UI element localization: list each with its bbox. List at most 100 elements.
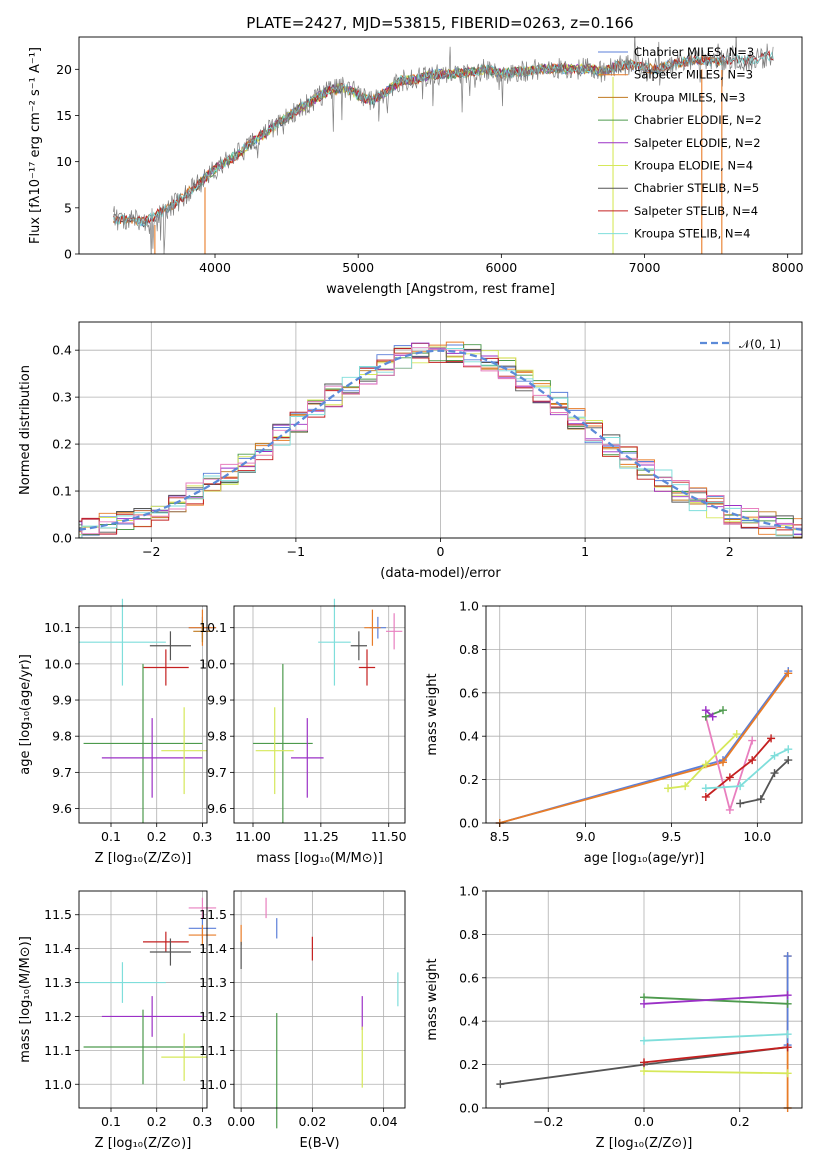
weight-marker <box>725 805 734 814</box>
x-tick-label: 8.5 <box>490 829 510 844</box>
axes-frame <box>233 890 406 1109</box>
errorbar-point <box>350 631 367 661</box>
errorbar-point <box>143 649 189 686</box>
legend-entry: Kroupa STELIB, N=4 <box>634 227 751 241</box>
errorbar-point <box>149 938 191 966</box>
y-tick-label: 0.2 <box>459 1057 479 1072</box>
weight-marker <box>770 769 779 778</box>
y-tick-label: 11.3 <box>199 975 227 990</box>
y-tick-label: 0.2 <box>459 772 479 787</box>
errorbar-point <box>101 996 203 1037</box>
grid-lines <box>234 606 405 823</box>
y-tick-label: 0.0 <box>52 531 72 546</box>
weight-marker <box>640 1036 648 1045</box>
legend-entry: Chabrier STELIB, N=5 <box>634 181 759 195</box>
x-tick-label: 2 <box>726 544 734 559</box>
y-tick-label: 11.0 <box>44 1077 72 1092</box>
residual-histogram-panel: −2 −1 0 1 2 0.0 0.1 0.2 0.3 0.4 (data-model)/error… <box>18 321 803 581</box>
weight-line-1 <box>499 670 790 824</box>
y-tick-label: 5 <box>64 200 72 215</box>
x-tick-label: 11.00 <box>235 829 271 844</box>
plot-area <box>79 897 217 1085</box>
x-tick-label: 0.3 <box>192 829 212 844</box>
weight-marker <box>784 745 793 754</box>
x-tick-label: 0.04 <box>370 1114 398 1129</box>
x-tick-label: 11.25 <box>303 829 339 844</box>
residual-histogram-2 <box>79 341 802 538</box>
y-tick-label: 0.6 <box>459 970 479 985</box>
legend-entry: Kroupa MILES, N=3 <box>634 90 746 104</box>
residual-histogram-10 <box>79 347 802 535</box>
x-tick-label: 0.2 <box>147 829 167 844</box>
y-tick-label: 10.1 <box>199 620 227 635</box>
axes-frame <box>78 36 803 255</box>
observed-spectrum <box>113 37 774 254</box>
normal-reference-curve <box>79 349 802 531</box>
x-tick-label: 0.02 <box>298 1114 326 1129</box>
weight-marker <box>725 773 734 782</box>
weight-marker <box>783 1069 792 1078</box>
weight-line-6 <box>667 733 738 790</box>
x-tick-label: 0.1 <box>101 829 121 844</box>
mass-weight-vs-age-panel: 8.5 9.0 9.5 10.0 0.0 0.2 0.4 0.6 0.8 1.0 age [log₁… <box>425 599 803 866</box>
axis-ticks: 4000 5000 6000 7000 8000 0 5 10 15 20 <box>56 62 804 275</box>
weight-line-4 <box>643 994 788 1005</box>
y-tick-label: 9.9 <box>52 693 72 708</box>
legend-entry: Salpeter STELIB, N=4 <box>634 204 758 218</box>
grid-lines <box>79 322 802 539</box>
grid-lines <box>234 891 405 1108</box>
weight-marker <box>640 1058 648 1067</box>
weight-line-5 <box>643 1033 788 1042</box>
legend: 𝒩(0, 1) <box>700 337 781 351</box>
x-tick-label: −1 <box>287 544 305 559</box>
y-tick-label: 11.0 <box>199 1077 227 1092</box>
weight-marker <box>784 669 793 678</box>
spectrum-panel: 4000 5000 6000 7000 8000 0 5 10 15 20 wavelength [… <box>28 36 804 297</box>
axis-ticks: 8.5 9.0 9.5 10.0 0.0 0.2 0.4 0.6 0.8 1.0 <box>459 599 771 845</box>
weight-marker <box>736 782 745 791</box>
x-axis-label: mass [log₁₀(M/M⊙)] <box>256 851 383 866</box>
y-tick-label: 9.7 <box>52 765 72 780</box>
weight-marker <box>736 799 745 808</box>
x-axis-label: Z [log₁₀(Z/Z⊙)] <box>95 1136 192 1151</box>
errorbar-point <box>188 924 217 946</box>
y-tick-label: 9.6 <box>207 801 227 816</box>
errorbar-point <box>83 1009 203 1085</box>
errorbar-point <box>83 663 203 823</box>
weight-line-4 <box>705 709 724 718</box>
axes-frame <box>233 605 406 824</box>
figure-title: PLATE=2427, MJD=53815, FIBERID=0263, z=0… <box>246 14 633 32</box>
y-tick-label: 20 <box>56 62 72 77</box>
weight-marker <box>784 756 793 765</box>
legend: Chabrier MILES, N=3 Salpeter MILES, N=3 Kr… <box>598 45 762 241</box>
errorbar-point <box>386 613 403 650</box>
y-tick-label: 0.4 <box>459 729 479 744</box>
y-tick-label: 15 <box>56 108 72 123</box>
errorbar-point <box>161 1033 207 1081</box>
axes-frame <box>78 605 208 824</box>
errorbar-point <box>255 707 294 795</box>
mass-vs-metallicity-panel: 0.1 0.2 0.3 11.0 11.1 11.2 11.3 11.4 11.5 Z [log₁… <box>18 890 217 1151</box>
y-tick-label: 9.7 <box>207 765 227 780</box>
x-tick-label: 5000 <box>342 260 374 275</box>
residual-histogram-3 <box>79 343 802 538</box>
weight-marker <box>719 758 727 767</box>
weight-marker <box>748 756 757 765</box>
x-tick-label: 8000 <box>772 260 804 275</box>
weight-marker <box>701 706 710 715</box>
weight-line-5 <box>705 709 714 718</box>
age-vs-metallicity-panel: 0.1 0.2 0.3 9.6 9.7 9.8 9.9 10.0 10.1 Z [log₁₀(Z/… <box>18 598 217 866</box>
y-tick-label: 0.0 <box>459 816 479 831</box>
weight-marker <box>640 999 648 1008</box>
plot-area <box>253 598 403 823</box>
weight-marker <box>701 760 710 769</box>
y-tick-label: 11.1 <box>199 1043 227 1058</box>
weight-marker <box>767 734 776 743</box>
weight-marker <box>748 736 757 745</box>
y-tick-label: 11.5 <box>44 907 72 922</box>
grid-lines <box>486 605 802 824</box>
y-tick-label: 0 <box>64 247 72 262</box>
y-tick-label: 0.1 <box>52 484 72 499</box>
x-tick-label: 11.50 <box>371 829 407 844</box>
weight-marker <box>701 792 710 801</box>
